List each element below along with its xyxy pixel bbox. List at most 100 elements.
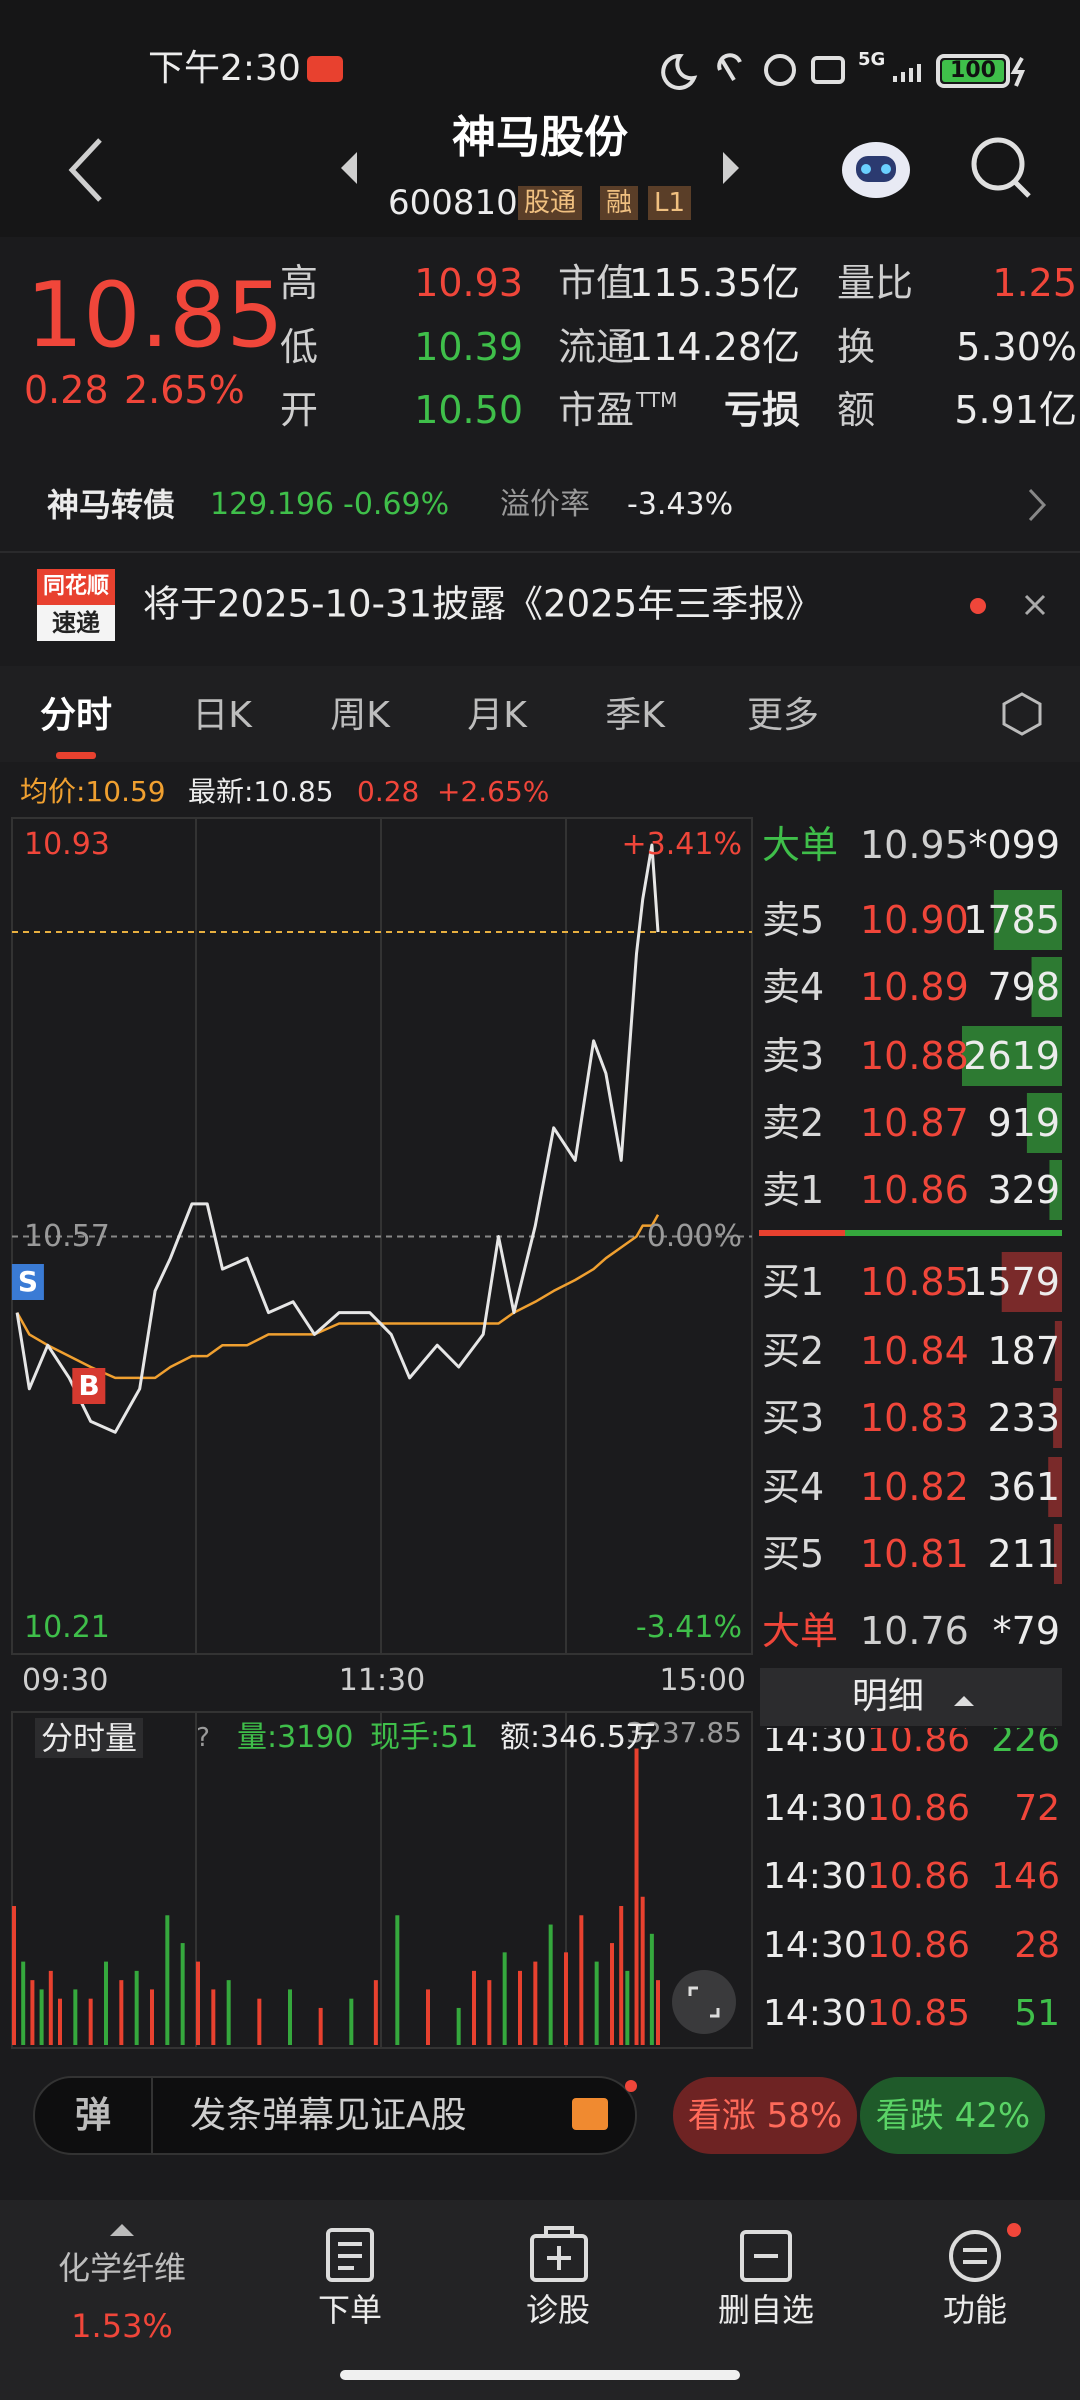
settings-icon[interactable] xyxy=(1002,692,1042,736)
volume-bar xyxy=(180,1943,185,2045)
barrage-input[interactable] xyxy=(33,2076,637,2155)
nav-item[interactable]: 删自选 xyxy=(717,2291,815,2329)
stat-value: 115.35亿 xyxy=(629,261,800,305)
bull-button[interactable] xyxy=(673,2077,857,2154)
stat-value: 10.39 xyxy=(414,325,523,369)
book-volume: 919 xyxy=(987,1101,1060,1145)
book-volume-bar xyxy=(962,1026,1062,1086)
trade-volume: 28 xyxy=(1014,1924,1060,1966)
trade-price: 10.86 xyxy=(867,1728,971,1760)
nav-item[interactable]: 功能 xyxy=(942,2291,1008,2329)
book-volume-bar xyxy=(1048,1457,1062,1517)
volume-bar xyxy=(104,1961,108,2045)
stat-label: 开 xyxy=(280,388,319,432)
book-price: 10.88 xyxy=(860,1034,969,1078)
tab[interactable]: 分时 xyxy=(39,695,113,736)
y-tick-label: 10.21 xyxy=(24,1610,110,1645)
volume-bar xyxy=(288,1989,292,2045)
tab[interactable]: 月K xyxy=(467,695,527,736)
trade-time: 14:30 xyxy=(763,1856,867,1897)
price-change: 0.28 xyxy=(24,368,109,412)
volume-bar xyxy=(649,1933,654,2045)
price-line xyxy=(15,843,660,1434)
book-price: 10.86 xyxy=(860,1168,969,1212)
search-icon[interactable] xyxy=(971,137,1031,198)
book-label: 大单 xyxy=(762,1609,839,1653)
sort-icon xyxy=(954,1696,974,1706)
tab[interactable]: 周K xyxy=(330,695,390,736)
tab[interactable]: 更多 xyxy=(746,695,820,736)
book-price: 10.90 xyxy=(860,898,969,942)
header-icons xyxy=(68,137,1031,202)
book-volume-bar xyxy=(1054,1321,1062,1381)
y2-tick-label: +3.41% xyxy=(621,827,742,862)
avg-price: 均价:10.59 xyxy=(20,775,166,808)
close-icon[interactable] xyxy=(1024,594,1046,616)
volume-bar xyxy=(30,1980,35,2045)
trade-marker: S xyxy=(11,1264,45,1300)
back-icon[interactable] xyxy=(68,138,102,202)
volume-bar xyxy=(610,1943,614,2045)
notice-text[interactable]: 将于2025-10-31披露《2025年三季报》 xyxy=(143,582,823,626)
next-stock[interactable] xyxy=(723,152,739,184)
avg-line xyxy=(16,1214,660,1380)
y-tick-label: 10.93 xyxy=(24,827,110,862)
x-tick-label: 15:00 xyxy=(659,1663,746,1698)
volume-bar xyxy=(487,1980,492,2045)
barrage-placeholder[interactable]: 发条弹幕见证A股 xyxy=(190,2095,467,2136)
bear-button[interactable] xyxy=(860,2077,1045,2154)
assistant-icon[interactable] xyxy=(842,142,910,198)
bull-label[interactable]: 看涨 58% xyxy=(687,2096,843,2136)
book-volume-bar xyxy=(993,890,1062,950)
last-hand: 现手:51 xyxy=(370,1720,479,1755)
sector-name[interactable]: 化学纤维 xyxy=(57,2249,187,2287)
volume-max-label: 3237.85 xyxy=(626,1716,742,1749)
chevron[interactable] xyxy=(1028,488,1047,522)
prev-stock[interactable] xyxy=(341,152,357,184)
tab[interactable]: 季K xyxy=(605,695,665,736)
volume-bar xyxy=(564,1952,568,2045)
gift-icon[interactable] xyxy=(572,2098,608,2130)
stat-value: 1.25 xyxy=(992,261,1077,305)
volume-title[interactable]: 分时量 xyxy=(35,1718,144,1758)
book-label: 卖5 xyxy=(762,898,825,942)
volume-bar xyxy=(625,1970,630,2045)
stat-value: 亏损 xyxy=(723,388,800,432)
volume-bar xyxy=(640,1896,645,2045)
fullscreen-button[interactable] xyxy=(672,1970,736,2034)
trade-marker: B xyxy=(72,1368,106,1404)
logo-bottom: 速递 xyxy=(52,609,100,637)
premium-value: -3.43% xyxy=(627,487,734,522)
book-label: 买1 xyxy=(762,1260,825,1304)
stat-label: 额 xyxy=(837,388,876,432)
tab[interactable]: 日K xyxy=(192,695,252,736)
trade-volume: 51 xyxy=(1014,1993,1060,2034)
trade-volume: 146 xyxy=(991,1856,1060,1897)
volume-bar xyxy=(226,1980,231,2045)
tag: L1 xyxy=(648,186,692,220)
nav-item[interactable]: 下单 xyxy=(317,2291,383,2329)
book-price: 10.85 xyxy=(860,1260,969,1304)
tab-indicator xyxy=(56,752,96,759)
bear-label[interactable]: 看跌 42% xyxy=(875,2096,1031,2136)
bond-change: -0.69% xyxy=(343,487,450,522)
trade-volume: 72 xyxy=(1014,1787,1060,1829)
last-price: 10.85 xyxy=(26,263,284,368)
book-label: 大单 xyxy=(762,823,839,867)
volume-bar xyxy=(12,1906,16,2045)
book-volume: 187 xyxy=(987,1329,1060,1373)
stat-label: 换 xyxy=(837,325,876,369)
stock-code: 600810 xyxy=(388,183,518,223)
trades-title[interactable]: 明细 xyxy=(851,1676,925,1717)
book-volume: 1579 xyxy=(963,1260,1060,1304)
book-volume-bar xyxy=(1053,1388,1062,1448)
bond-name[interactable]: 神马转债 xyxy=(47,486,176,524)
nav-item[interactable]: 诊股 xyxy=(525,2291,591,2329)
stat-label-sup: TTM xyxy=(636,388,678,412)
stat-label: 市值 xyxy=(558,261,635,305)
tag: 融 xyxy=(600,186,639,220)
book-volume: 211 xyxy=(987,1532,1060,1576)
trade-price: 10.85 xyxy=(867,1993,971,2034)
